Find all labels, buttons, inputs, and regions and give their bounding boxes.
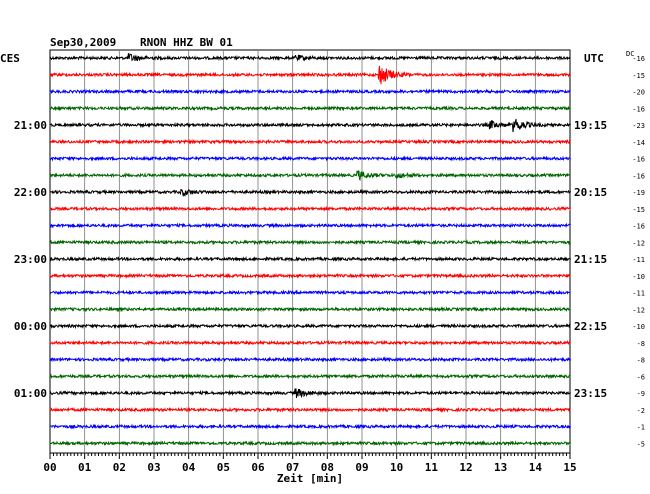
seismic-trace	[49, 88, 571, 95]
dc-offset-label: -11	[632, 290, 645, 298]
dc-offset-label: -10	[632, 323, 645, 331]
dc-offset-label: -8	[637, 340, 645, 348]
dc-offset-labels: -16 -15 -20 -16 -23 -14 -16 -16 -19 -15 -16 -12 -11 -…	[632, 55, 645, 448]
seismic-trace	[49, 239, 571, 246]
x-tick-label: 09	[355, 461, 368, 474]
x-tick-label: 15	[563, 461, 576, 474]
dc-offset-label: -19	[632, 189, 645, 197]
dc-offset-label: -12	[632, 306, 645, 314]
seismic-trace	[49, 205, 571, 212]
seismic-trace	[49, 423, 571, 430]
seismic-trace	[49, 138, 571, 146]
dc-offset-label: -16	[632, 55, 645, 63]
seismic-trace	[49, 388, 571, 399]
dc-offset-label: -14	[632, 139, 645, 147]
x-tick-label: 02	[113, 461, 126, 474]
x-tick-label: 04	[182, 461, 196, 474]
left-time-label: 22:00	[14, 186, 47, 199]
right-timezone-label: UTC	[584, 52, 604, 65]
left-time-labels: 21:00 22:00 23:00 00:00 01:00	[14, 119, 47, 400]
seismic-trace	[49, 222, 571, 229]
dc-offset-label: -1	[637, 424, 645, 432]
x-tick-label: 10	[390, 461, 403, 474]
seismic-trace	[49, 53, 571, 62]
left-time-label: 23:00	[14, 253, 47, 266]
dc-offset-label: -16	[632, 223, 645, 231]
left-time-label: 00:00	[14, 320, 47, 333]
dc-offset-label: -16	[632, 172, 645, 180]
x-tick-label: 06	[251, 461, 265, 474]
x-tick-label: 14	[529, 461, 543, 474]
x-tick-label: 00	[43, 461, 56, 474]
seismic-trace	[49, 272, 571, 279]
minute-grid	[84, 50, 536, 453]
right-time-label: 19:15	[574, 119, 607, 132]
seismic-trace	[49, 373, 571, 380]
seismic-trace	[49, 289, 571, 296]
x-tick-label: 08	[321, 461, 334, 474]
seismic-trace	[49, 188, 571, 198]
seismic-trace	[49, 169, 571, 182]
seismic-trace	[49, 118, 571, 133]
right-time-label: 21:15	[574, 253, 607, 266]
dc-offset-label: -2	[637, 407, 645, 415]
dc-offset-label: -20	[632, 89, 645, 97]
dc-offset-label: -8	[637, 357, 645, 365]
dc-offset-label: -6	[637, 373, 645, 381]
left-time-label: 21:00	[14, 119, 47, 132]
right-time-labels: 19:15 20:15 21:15 22:15 23:15	[574, 119, 607, 400]
right-time-label: 22:15	[574, 320, 607, 333]
left-time-label: 01:00	[14, 387, 47, 400]
right-time-label: 20:15	[574, 186, 607, 199]
dc-offset-label: -15	[632, 206, 645, 214]
dc-column-label: DC	[626, 50, 634, 58]
dc-offset-label: -5	[637, 440, 645, 448]
seismic-trace	[49, 356, 571, 363]
x-tick-label: 05	[217, 461, 230, 474]
x-axis-title: Zeit [min]	[277, 472, 343, 485]
seismic-trace	[49, 322, 571, 330]
x-tick-label: 12	[459, 461, 472, 474]
dc-offset-label: -16	[632, 156, 645, 164]
right-time-label: 23:15	[574, 387, 607, 400]
seismic-trace	[49, 65, 571, 85]
trace-group	[49, 53, 571, 447]
x-tick-label: 13	[494, 461, 507, 474]
seismic-trace	[49, 155, 571, 162]
x-tick-label: 03	[147, 461, 160, 474]
dc-offset-label: -23	[632, 122, 645, 130]
dc-offset-label: -11	[632, 256, 645, 264]
x-axis: 00 01 02 03 04 05 06 07 08 09 10 11 12 13 14 15	[43, 453, 577, 474]
dc-offset-label: -15	[632, 72, 645, 80]
x-tick-label: 01	[78, 461, 92, 474]
x-tick-label: 07	[286, 461, 299, 474]
dc-offset-label: -16	[632, 105, 645, 113]
seismic-trace	[49, 306, 571, 313]
seismic-trace	[49, 406, 571, 414]
seismic-trace	[49, 255, 571, 263]
x-tick-label: 11	[425, 461, 439, 474]
seismic-trace	[49, 339, 571, 346]
header-date: Sep30,2009	[50, 36, 116, 49]
seismic-trace	[49, 105, 571, 112]
dc-offset-label: -12	[632, 239, 645, 247]
header-station: RNON HHZ BW 01	[140, 36, 233, 49]
left-timezone-label: CES	[0, 52, 20, 65]
seismic-trace	[49, 440, 571, 447]
dc-offset-label: -9	[637, 390, 645, 398]
dc-offset-label: -10	[632, 273, 645, 281]
